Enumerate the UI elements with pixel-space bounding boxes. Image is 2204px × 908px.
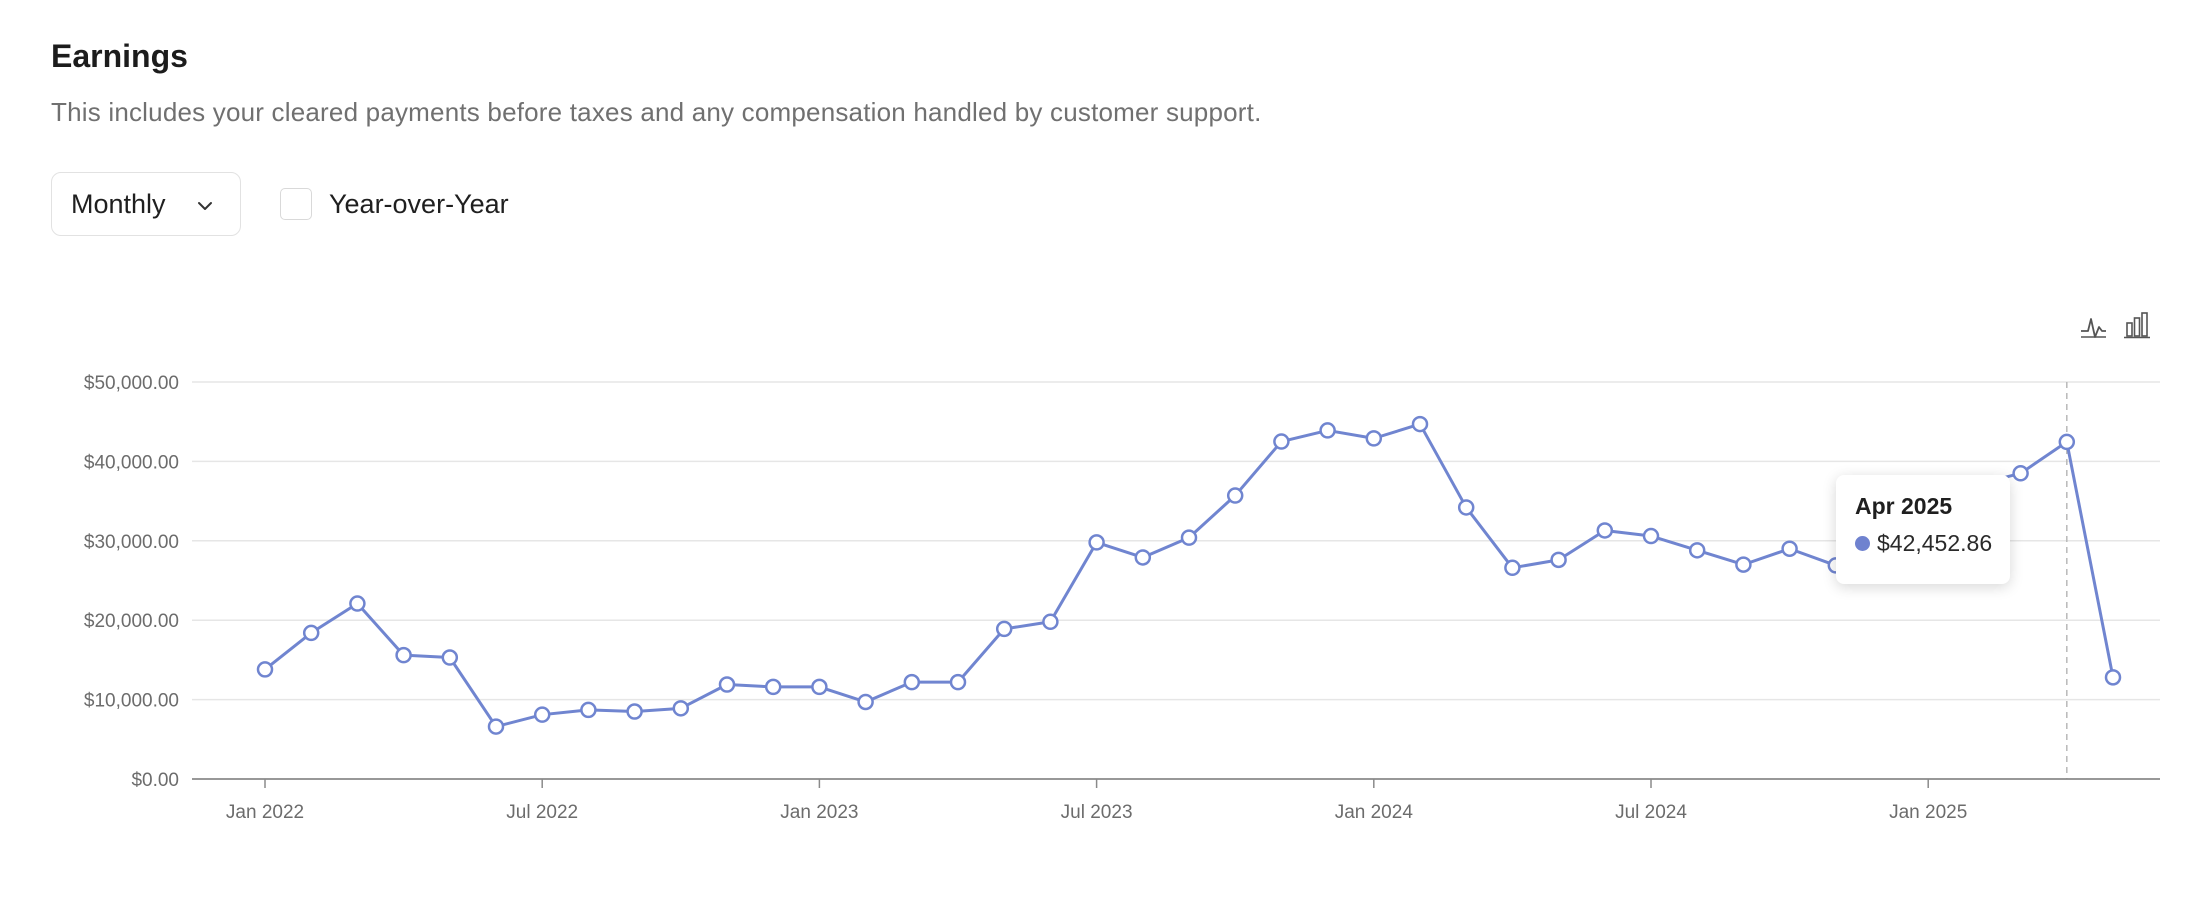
page-title: Earnings xyxy=(51,38,188,74)
period-select-value: Monthly xyxy=(71,188,166,219)
data-point xyxy=(811,678,828,696)
data-point xyxy=(2012,465,2029,482)
data-point xyxy=(626,703,643,720)
tooltip-value: $42,452.86 xyxy=(1877,530,1993,556)
data-point xyxy=(395,646,412,664)
data-point xyxy=(1180,529,1198,546)
tooltip-series-dot xyxy=(1855,536,1870,551)
year-over-year-checkbox[interactable] xyxy=(280,188,312,220)
x-tick-label: Jan 2025 xyxy=(1889,802,1967,823)
data-point xyxy=(2058,433,2076,451)
data-point xyxy=(672,700,690,717)
page-subtitle: This includes your cleared payments befo… xyxy=(51,97,1262,127)
data-point xyxy=(1596,522,1614,539)
data-point xyxy=(1273,433,1290,450)
y-tick-label: $20,000.00 xyxy=(84,611,179,632)
data-point xyxy=(1688,542,1706,559)
data-point xyxy=(1735,556,1752,573)
x-tick-label: Jan 2023 xyxy=(780,802,858,823)
tooltip-title: Apr 2025 xyxy=(1855,493,1953,519)
data-point xyxy=(533,706,551,723)
data-point xyxy=(764,678,782,696)
data-point xyxy=(1134,549,1152,566)
data-point xyxy=(1781,540,1798,557)
x-tick-label: Jan 2022 xyxy=(226,802,304,823)
x-tick-label: Jul 2023 xyxy=(1061,802,1133,823)
chevron-down-icon xyxy=(198,202,212,210)
data-point xyxy=(1226,487,1244,504)
data-point xyxy=(349,595,366,612)
data-point xyxy=(857,693,874,711)
data-point xyxy=(1319,422,1336,439)
period-select[interactable]: Monthly xyxy=(51,172,241,236)
data-point xyxy=(256,661,274,678)
x-tick-label: Jul 2024 xyxy=(1615,802,1687,823)
data-point xyxy=(1457,499,1475,516)
data-point xyxy=(1088,534,1105,551)
data-point xyxy=(302,624,320,642)
y-tick-label: $0.00 xyxy=(131,770,179,791)
x-tick-label: Jan 2024 xyxy=(1335,802,1414,823)
data-point xyxy=(580,701,597,719)
data-point xyxy=(1642,527,1660,545)
bar-chart-icon[interactable] xyxy=(2122,310,2152,340)
y-tick-label: $40,000.00 xyxy=(84,452,179,473)
data-point xyxy=(949,673,967,691)
data-point xyxy=(487,718,505,735)
data-point xyxy=(1365,430,1383,447)
data-point xyxy=(1411,415,1429,433)
data-point xyxy=(1504,559,1521,577)
year-over-year-toggle[interactable]: Year-over-Year xyxy=(280,187,509,221)
data-point xyxy=(718,676,736,693)
year-over-year-label: Year-over-Year xyxy=(329,188,509,219)
y-tick-label: $50,000.00 xyxy=(84,373,179,394)
line-chart-icon[interactable] xyxy=(2078,310,2108,340)
y-tick-label: $10,000.00 xyxy=(84,691,179,712)
data-point xyxy=(1042,613,1059,631)
y-tick-label: $30,000.00 xyxy=(84,532,179,553)
chart-tooltip: Apr 2025 $42,452.86 xyxy=(1836,475,2010,584)
data-point xyxy=(903,673,921,691)
data-point xyxy=(441,649,459,666)
data-point xyxy=(995,620,1013,638)
data-point xyxy=(1550,551,1567,569)
x-tick-label: Jul 2022 xyxy=(506,802,578,823)
data-point xyxy=(2104,669,2122,686)
